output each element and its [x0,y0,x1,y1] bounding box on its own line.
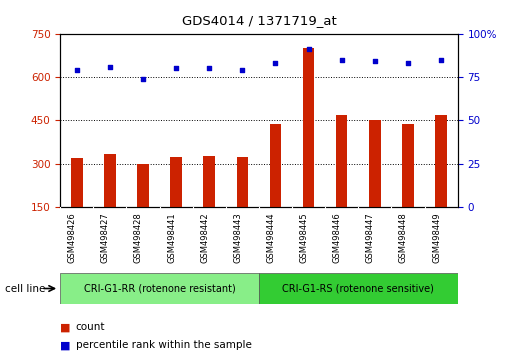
Bar [60,273,259,304]
Text: GSM498449: GSM498449 [432,212,441,263]
Text: GSM498441: GSM498441 [167,212,176,263]
Text: GSM498445: GSM498445 [300,212,309,263]
Text: GSM498442: GSM498442 [200,212,209,263]
Text: GSM498444: GSM498444 [266,212,276,263]
Text: percentile rank within the sample: percentile rank within the sample [76,340,252,350]
Text: GDS4014 / 1371719_at: GDS4014 / 1371719_at [181,14,336,27]
Text: GSM498448: GSM498448 [399,212,408,263]
Text: ■: ■ [60,340,71,350]
Bar [236,157,248,251]
Text: cell line: cell line [5,284,46,293]
Text: CRI-G1-RS (rotenone sensitive): CRI-G1-RS (rotenone sensitive) [282,284,434,293]
Point [139,76,147,81]
Point [337,57,346,62]
Point [271,60,280,66]
Text: count: count [76,322,105,332]
Bar [369,120,381,251]
Point [172,65,180,71]
Point [371,58,379,64]
Point [205,65,213,71]
Text: GSM498443: GSM498443 [233,212,242,263]
Point [404,60,412,66]
Bar [259,273,458,304]
Text: CRI-G1-RR (rotenone resistant): CRI-G1-RR (rotenone resistant) [84,284,235,293]
Point [304,46,313,52]
Bar [270,124,281,251]
Text: GSM498428: GSM498428 [134,212,143,263]
Bar [137,164,149,251]
Point [437,57,445,62]
Point [106,64,114,69]
Point [73,67,81,73]
Text: GSM498447: GSM498447 [366,212,375,263]
Bar [435,115,447,251]
Bar [71,158,83,251]
Text: ■: ■ [60,322,71,332]
Bar [203,156,215,251]
Bar [170,157,182,251]
Text: GSM498427: GSM498427 [101,212,110,263]
Bar [104,154,116,251]
Bar [402,124,414,251]
Text: GSM498446: GSM498446 [333,212,342,263]
Point [238,67,246,73]
Bar [336,115,347,251]
Bar [303,48,314,251]
Text: GSM498426: GSM498426 [67,212,77,263]
